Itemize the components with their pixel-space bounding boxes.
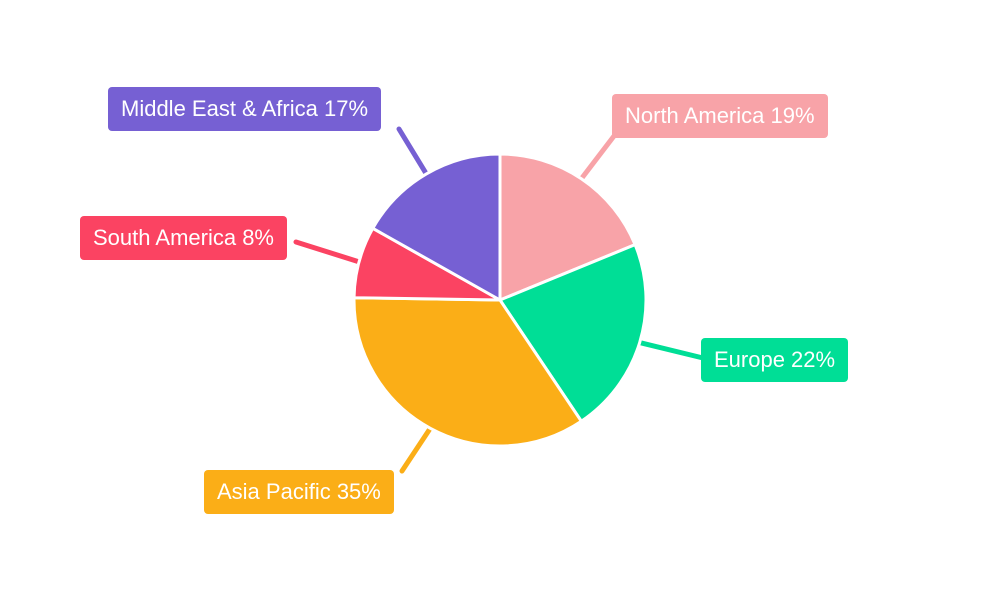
pie-label-europe: Europe 22% bbox=[701, 338, 849, 382]
pie-slice-asia-pacific[interactable] bbox=[352, 296, 583, 448]
leader-line-north-america bbox=[578, 133, 617, 182]
pie-label-south-america: South America 8% bbox=[80, 216, 287, 260]
leader-line-south-america bbox=[293, 239, 362, 265]
leader-line-middle-east-africa bbox=[396, 126, 429, 177]
pie-slice-europe[interactable] bbox=[498, 243, 648, 423]
pie-slice-middle-east-africa[interactable] bbox=[371, 152, 502, 302]
pie-label-north-america: North America 19% bbox=[612, 94, 828, 138]
pie-label-middle-east-africa: Middle East & Africa 17% bbox=[108, 87, 382, 131]
pie-slice-north-america[interactable] bbox=[498, 152, 637, 302]
pie-label-asia-pacific: Asia Pacific 35% bbox=[204, 470, 394, 514]
leader-line-europe bbox=[637, 340, 706, 361]
leader-line-asia-pacific bbox=[399, 425, 433, 474]
